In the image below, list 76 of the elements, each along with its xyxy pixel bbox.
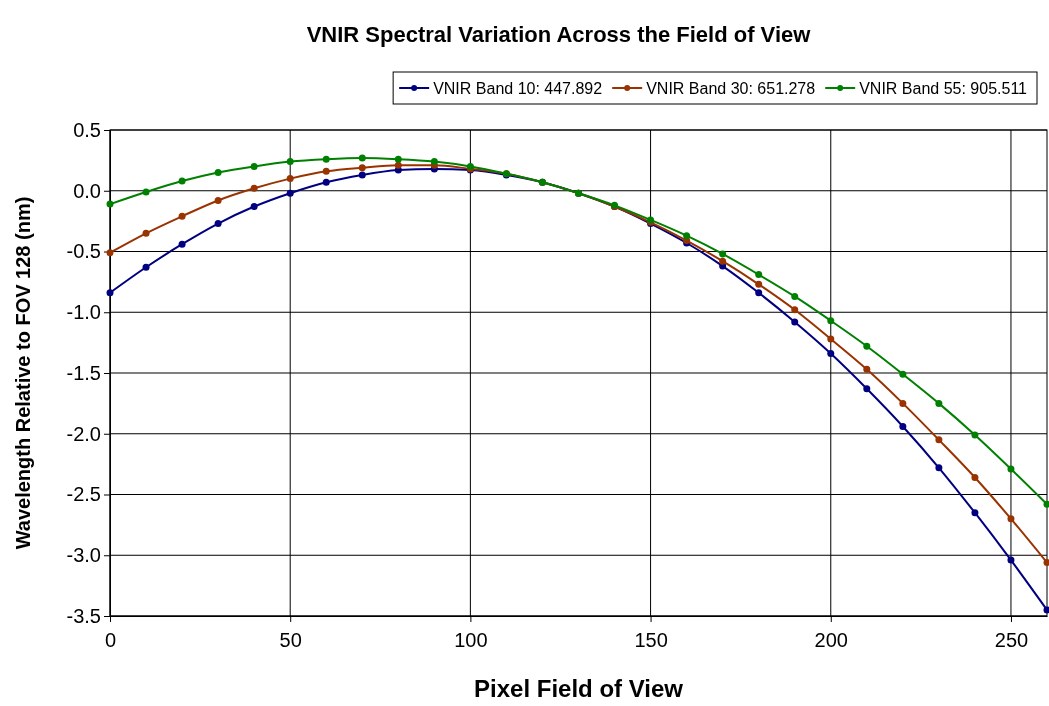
x-axis-title: Pixel Field of View (474, 675, 684, 702)
point (322, 155, 330, 163)
point (394, 155, 402, 163)
y-tick-label: -1.5 (66, 361, 101, 384)
point (863, 342, 871, 350)
point (1007, 515, 1015, 523)
y-tick-label: -2.0 (66, 422, 101, 445)
point (683, 232, 691, 240)
point (250, 162, 258, 170)
chart-title: VNIR Spectral Variation Across the Field of View (306, 22, 812, 47)
legend-label: VNIR Band 10: 447.892 (433, 79, 603, 97)
point (827, 335, 835, 343)
point (971, 431, 979, 439)
point (971, 473, 979, 481)
point (142, 263, 150, 271)
point (142, 188, 150, 196)
point (1007, 556, 1015, 564)
point (755, 280, 763, 288)
point (322, 178, 330, 186)
point (863, 385, 871, 393)
point (214, 220, 222, 228)
y-tick-label: 0.5 (73, 118, 101, 141)
y-tick-label: -1.0 (66, 301, 101, 324)
point (358, 171, 366, 179)
point (286, 189, 294, 197)
x-tick-label: 0 (104, 629, 117, 651)
point (178, 177, 186, 185)
point (755, 289, 763, 297)
y-tick-label: -3.5 (66, 604, 101, 627)
point (791, 318, 799, 326)
point (719, 257, 727, 265)
point (899, 422, 907, 430)
point (899, 370, 907, 378)
point (935, 399, 943, 407)
point (1043, 606, 1049, 614)
point (791, 306, 799, 314)
point (863, 365, 871, 373)
point (971, 509, 979, 517)
point (214, 169, 222, 177)
point (358, 154, 366, 162)
point (899, 399, 907, 407)
point (214, 196, 222, 204)
y-tick-label: -3.0 (66, 544, 101, 567)
x-tick-label: 250 (994, 629, 1029, 651)
x-tick-label: 100 (454, 629, 488, 651)
x-tick-label: 50 (279, 629, 302, 651)
y-tick-label: 0.0 (73, 179, 101, 202)
point (178, 240, 186, 248)
point (394, 161, 402, 169)
x-tick-label: 150 (634, 629, 668, 651)
y-axis-title: Wavelength Relative to FOV 128 (nm) (12, 196, 34, 550)
x-tick-label: 200 (814, 629, 848, 651)
point (1043, 559, 1049, 567)
point (1007, 465, 1015, 473)
point (755, 271, 763, 279)
point (286, 158, 294, 166)
point (142, 229, 150, 237)
point (178, 212, 186, 220)
point (322, 167, 330, 175)
point (286, 175, 294, 183)
point (250, 203, 258, 211)
point (358, 164, 366, 172)
y-tick-label: -0.5 (66, 240, 101, 263)
legend-label: VNIR Band 55: 905.511 (859, 79, 1028, 97)
point (935, 436, 943, 444)
y-tick-label: -2.5 (66, 483, 101, 506)
point (827, 317, 835, 325)
point (106, 289, 114, 297)
point (719, 250, 727, 258)
point (1043, 500, 1049, 508)
point (106, 200, 114, 208)
point (791, 292, 799, 300)
point (250, 184, 258, 192)
legend-label: VNIR Band 30: 651.278 (646, 79, 816, 97)
point (827, 350, 835, 358)
point (935, 464, 943, 472)
